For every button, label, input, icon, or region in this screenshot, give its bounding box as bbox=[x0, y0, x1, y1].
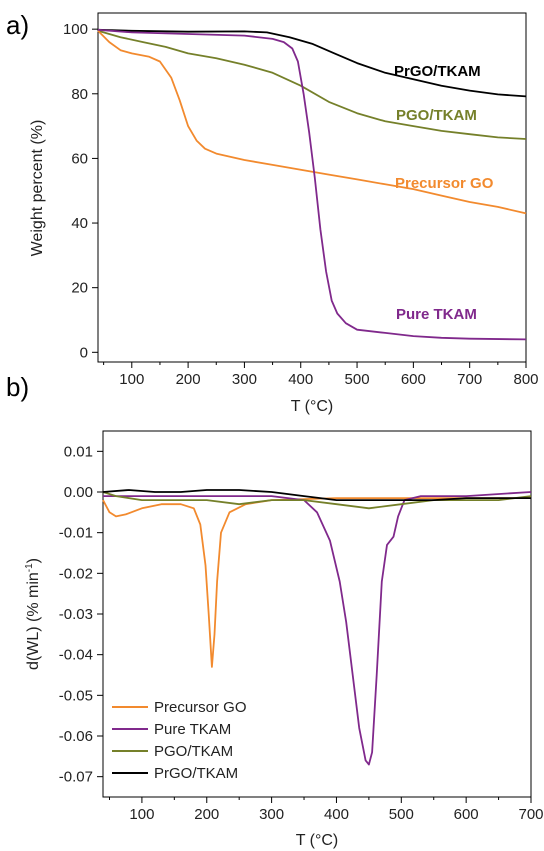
panel-a-series-precursor-go bbox=[97, 30, 527, 215]
panel-b-ytick-label-8: -0.07 bbox=[59, 769, 93, 786]
panel-a-xtick-label-100: 100 bbox=[119, 371, 144, 388]
panel-a-xlabel: T (°C) bbox=[291, 398, 334, 415]
panel-a-label: a) bbox=[6, 10, 29, 40]
panel-a-xtick-label-400: 400 bbox=[288, 371, 313, 388]
panel-b-ytick-label-5: -0.04 bbox=[59, 647, 93, 664]
panel-b-series-precursor-go bbox=[102, 497, 531, 668]
panel-b-ytick-label-4: -0.03 bbox=[59, 606, 93, 623]
legend-label-precursor-go: Precursor GO bbox=[154, 699, 247, 716]
panel-b-label: b) bbox=[6, 372, 29, 402]
legend-label-pgo-tkam: PGO/TKAM bbox=[154, 743, 233, 760]
panel-b-ytick-label-1: 0.00 bbox=[64, 484, 93, 501]
panel-b-series-prgo-tkam bbox=[102, 489, 531, 501]
panel-a-xtick-label-300: 300 bbox=[232, 371, 257, 388]
panel-a-xtick-label-600: 600 bbox=[401, 371, 426, 388]
panel-a-series-prgo-tkam bbox=[97, 28, 527, 98]
panel-b-xtick-label-100: 100 bbox=[129, 806, 154, 823]
panel-b-xtick-label-600: 600 bbox=[454, 806, 479, 823]
panel-a-xtick-label-200: 200 bbox=[176, 371, 201, 388]
panel-b-series-pgo-tkam bbox=[102, 491, 532, 510]
label-pgo-tkam: PGO/TKAM bbox=[396, 107, 477, 124]
panel-a: 100 200 300 400 500 600 700 800 0 20 40 60 80 100 T (… bbox=[29, 12, 539, 415]
panel-b-ytick-label-6: -0.05 bbox=[59, 687, 93, 704]
panel-b-xtick-label-500: 500 bbox=[389, 806, 414, 823]
panel-a-series-pgo-tkam bbox=[97, 29, 527, 140]
panel-a-ytick-label-2: 40 bbox=[71, 215, 88, 232]
panel-a-xtick-label-500: 500 bbox=[345, 371, 370, 388]
panel-b-xtick-label-300: 300 bbox=[259, 806, 284, 823]
panel-b-xtick-label-700: 700 bbox=[518, 806, 543, 823]
panel-b-ytick-label-3: -0.02 bbox=[59, 565, 93, 582]
panel-b-ytick-label-2: -0.01 bbox=[59, 525, 93, 542]
label-pure-tkam: Pure TKAM bbox=[396, 306, 477, 323]
panel-a-ytick-label-4: 80 bbox=[71, 86, 88, 103]
panel-b-xtick-label-400: 400 bbox=[324, 806, 349, 823]
panel-a-ytick-label-0: 0 bbox=[80, 344, 88, 361]
panel-b-ylabel: d(WL) (% min-1) bbox=[24, 558, 42, 670]
panel-a-ytick-label-3: 60 bbox=[71, 150, 88, 167]
panel-a-ylabel: Weight percent (%) bbox=[29, 120, 46, 257]
panel-b-legend: Precursor GO Pure TKAM PGO/TKAM PrGO/TKAM bbox=[112, 699, 247, 782]
panel-b-ytick-label-7: -0.06 bbox=[59, 728, 93, 745]
legend-label-pure-tkam: Pure TKAM bbox=[154, 721, 231, 738]
panel-a-series-pure-tkam bbox=[97, 28, 527, 341]
label-prgo-tkam: PrGO/TKAM bbox=[394, 63, 481, 80]
panel-b-ytick-label-0: 0.01 bbox=[64, 443, 93, 460]
panel-b-series-pure-tkam bbox=[103, 491, 532, 766]
panel-a-ytick-label-1: 20 bbox=[71, 280, 88, 297]
legend-label-prgo-tkam: PrGO/TKAM bbox=[154, 765, 238, 782]
panel-a-xtick-label-700: 700 bbox=[457, 371, 482, 388]
panel-a-frame bbox=[97, 12, 527, 363]
panel-b-xlabel: T (°C) bbox=[296, 832, 339, 849]
panel-b-xtick-label-200: 200 bbox=[194, 806, 219, 823]
panel-a-xtick-label-800: 800 bbox=[513, 371, 538, 388]
label-precursor-go: Precursor GO bbox=[395, 175, 494, 192]
panel-b: 100 200 300 400 500 600 700 0.01 0.00 -0.01 -0.02 -… bbox=[24, 430, 544, 849]
panel-a-ytick-label-5: 100 bbox=[63, 21, 88, 38]
